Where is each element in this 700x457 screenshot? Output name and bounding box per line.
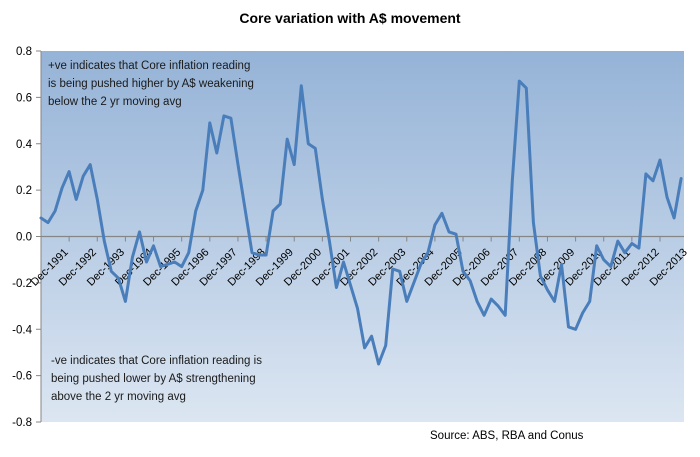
series-group: [39, 79, 683, 366]
y-tick-label: -0.4: [12, 324, 32, 336]
positive-annotation-line: below the 2 yr moving avg: [48, 96, 182, 108]
y-tick-label: 0.6: [16, 92, 32, 104]
y-tick-label: 0.4: [16, 139, 33, 151]
y-axis: 0.8 0.6 0.4 0.2 0.0 -0.2 -0.4 -0.6 -0.8: [12, 46, 42, 429]
chart-title: Core variation with A$ movement: [239, 10, 461, 26]
negative-annotation: -ve indicates that Core inflation readin…: [51, 352, 262, 406]
positive-annotation-line: +ve indicates that Core inflation readin…: [48, 60, 251, 72]
y-tick-label: -0.6: [12, 371, 32, 383]
positive-annotation-line: is being pushed higher by A$ weakening: [48, 78, 254, 90]
y-tick-label: -0.8: [12, 417, 32, 429]
y-tick-label: -0.2: [12, 278, 32, 290]
negative-annotation-line: above the 2 yr moving avg: [51, 391, 186, 403]
y-tick-label: 0.8: [16, 46, 32, 58]
series-line: [39, 79, 683, 366]
y-tick-label: 0.2: [16, 185, 32, 197]
y-tick-label: 0.0: [16, 232, 32, 244]
positive-annotation: +ve indicates that Core inflation readin…: [48, 57, 254, 111]
source-note: Source: ABS, RBA and Conus: [430, 430, 584, 442]
negative-annotation-line: being pushed lower by A$ strengthening: [51, 373, 256, 385]
negative-annotation-line: -ve indicates that Core inflation readin…: [51, 355, 262, 367]
